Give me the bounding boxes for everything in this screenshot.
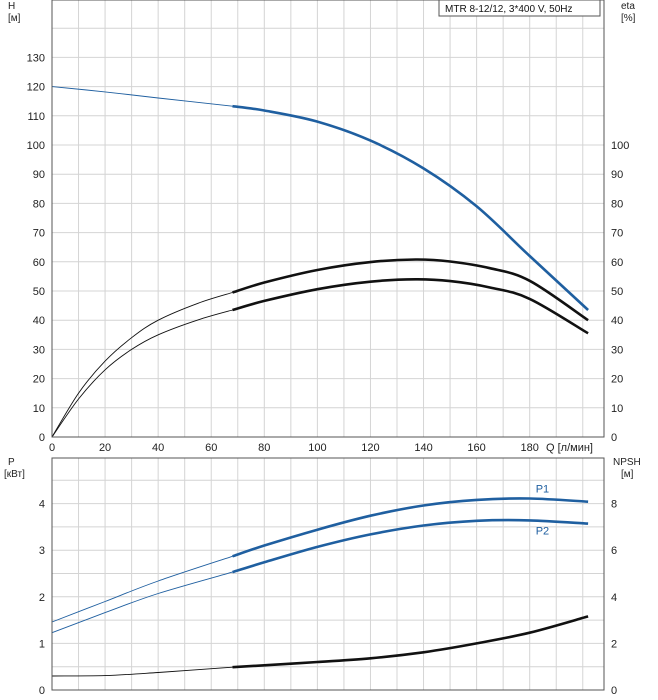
h-tick-label: 100: [27, 140, 45, 152]
top-chart-ticks: 0 10 20 30 40 50 60 70 80 90 100 110 120 130 0 10 20 30 40…: [27, 52, 630, 454]
eta-lower-curve-extrapolated: [51, 309, 233, 438]
top-chart-series: [51, 86, 589, 438]
eta-upper-curve-extrapolated: [51, 292, 233, 438]
q-tick-label: 0: [49, 442, 55, 454]
npsh-curve-extrapolated: [51, 666, 233, 677]
chart-title-box: MTR 8-12/12, 3*400 V, 50Hz: [438, 0, 601, 17]
p-tick-label: 3: [39, 545, 45, 557]
npsh-tick-label: 0: [611, 685, 617, 697]
eta-tick-label: 60: [611, 257, 623, 269]
npsh-tick-label: 8: [611, 499, 617, 511]
q-tick-label: 180: [521, 442, 539, 454]
bottom-chart-ticks: 0 1 2 3 4 0 2 4 6 8: [39, 499, 617, 697]
p2-curve-extrapolated: [51, 571, 233, 634]
p2-curve: [232, 518, 589, 574]
eta-tick-label: 40: [611, 315, 623, 327]
eta-tick-label: 10: [611, 403, 623, 415]
q-tick-label: 40: [152, 442, 164, 454]
eta-tick-label: 90: [611, 169, 623, 181]
h-tick-label: 10: [33, 403, 45, 415]
h-tick-label: 130: [27, 52, 45, 64]
p-axis-unit: [кВт]: [4, 469, 25, 480]
top-chart-frame: [51, 0, 605, 438]
h-curve: [232, 104, 589, 311]
eta-tick-label: 80: [611, 198, 623, 210]
q-tick-label: 120: [361, 442, 379, 454]
eta-tick-label: 100: [611, 140, 629, 152]
eta-axis-name: eta: [621, 1, 635, 12]
h-tick-label: 40: [33, 315, 45, 327]
p-tick-label: 2: [39, 592, 45, 604]
q-tick-label: 60: [205, 442, 217, 454]
p-tick-label: 0: [39, 685, 45, 697]
h-tick-label: 70: [33, 228, 45, 240]
h-tick-label: 80: [33, 198, 45, 210]
h-tick-label: 120: [27, 82, 45, 94]
q-tick-label: 160: [467, 442, 485, 454]
q-tick-label: 80: [258, 442, 270, 454]
p1-curve: [232, 497, 589, 558]
q-tick-label: 140: [414, 442, 432, 454]
npsh-tick-label: 6: [611, 545, 617, 557]
npsh-axis-unit: [м]: [621, 469, 634, 480]
bottom-chart-series-labels: P1 P2: [536, 483, 549, 537]
h-tick-label: 0: [39, 432, 45, 444]
bottom-chart-grid: [51, 458, 604, 691]
p-tick-label: 1: [39, 638, 45, 650]
p-axis-name: P: [8, 457, 15, 468]
h-tick-label: 110: [27, 111, 45, 123]
eta-lower-curve: [232, 277, 589, 335]
bottom-chart-frame: [51, 457, 605, 691]
eta-tick-label: 30: [611, 344, 623, 356]
top-chart-grid: [51, 0, 604, 438]
npsh-axis-name: NPSH: [613, 457, 641, 468]
h-curve-extrapolated: [51, 86, 233, 107]
x-axis-label: Q [л/мин]: [546, 442, 593, 454]
eta-axis-unit: [%]: [621, 13, 636, 24]
q-tick-label: 20: [99, 442, 111, 454]
h-axis-unit: [м]: [8, 13, 21, 24]
p1-curve-extrapolated: [51, 555, 233, 623]
p-tick-label: 4: [39, 499, 45, 511]
p2-series-label: P2: [536, 525, 549, 537]
q-tick-label: 100: [308, 442, 326, 454]
h-axis-name: H: [8, 1, 15, 12]
h-tick-label: 50: [33, 286, 45, 298]
npsh-curve: [232, 615, 589, 669]
npsh-tick-label: 2: [611, 638, 617, 650]
h-tick-label: 90: [33, 169, 45, 181]
eta-tick-label: 50: [611, 286, 623, 298]
bottom-chart-series: [51, 497, 589, 677]
chart-title: MTR 8-12/12, 3*400 V, 50Hz: [445, 4, 572, 15]
h-tick-label: 60: [33, 257, 45, 269]
h-tick-label: 20: [33, 374, 45, 386]
eta-tick-label: 70: [611, 228, 623, 240]
eta-tick-label: 20: [611, 374, 623, 386]
npsh-tick-label: 4: [611, 592, 617, 604]
h-tick-label: 30: [33, 344, 45, 356]
p1-series-label: P1: [536, 483, 549, 495]
eta-tick-label: 0: [611, 432, 617, 444]
eta-upper-curve: [232, 258, 589, 322]
